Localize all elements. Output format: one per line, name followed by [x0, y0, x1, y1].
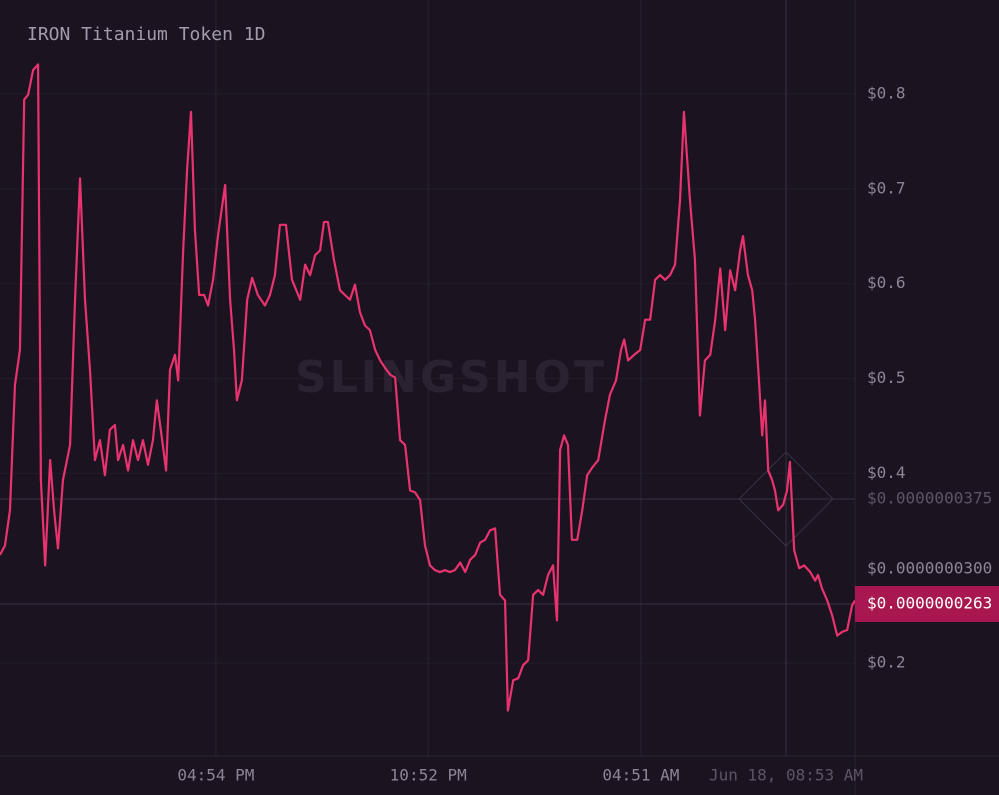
watermark: SLINGSHOT [295, 352, 607, 403]
y-tick-label: $0.7 [867, 178, 906, 197]
y-tick-label: $0.4 [867, 463, 906, 482]
crosshair-y-label: $0.0000000375 [867, 489, 992, 508]
last-price-label: $0.0000000263 [867, 594, 992, 613]
plot [0, 63, 856, 712]
chart-title: IRON Titanium Token 1D [27, 24, 265, 45]
axis-note: $0.0000000300 [867, 559, 992, 578]
y-tick-label: $0.2 [867, 653, 906, 672]
crosshair-diamond [738, 451, 834, 547]
x-tick-label: 04:54 PM [177, 766, 254, 785]
y-tick-label: $0.8 [867, 83, 906, 102]
price-line [0, 63, 856, 712]
y-tick-label: $0.6 [867, 273, 906, 292]
x-tick-label: 10:52 PM [390, 766, 467, 785]
y-tick-label: $0.5 [867, 368, 906, 387]
last-price-badge [855, 586, 999, 622]
x-tick-label: 04:51 AM [602, 766, 679, 785]
crosshair-x-label: Jun 18, 08:53 AM [709, 766, 863, 785]
